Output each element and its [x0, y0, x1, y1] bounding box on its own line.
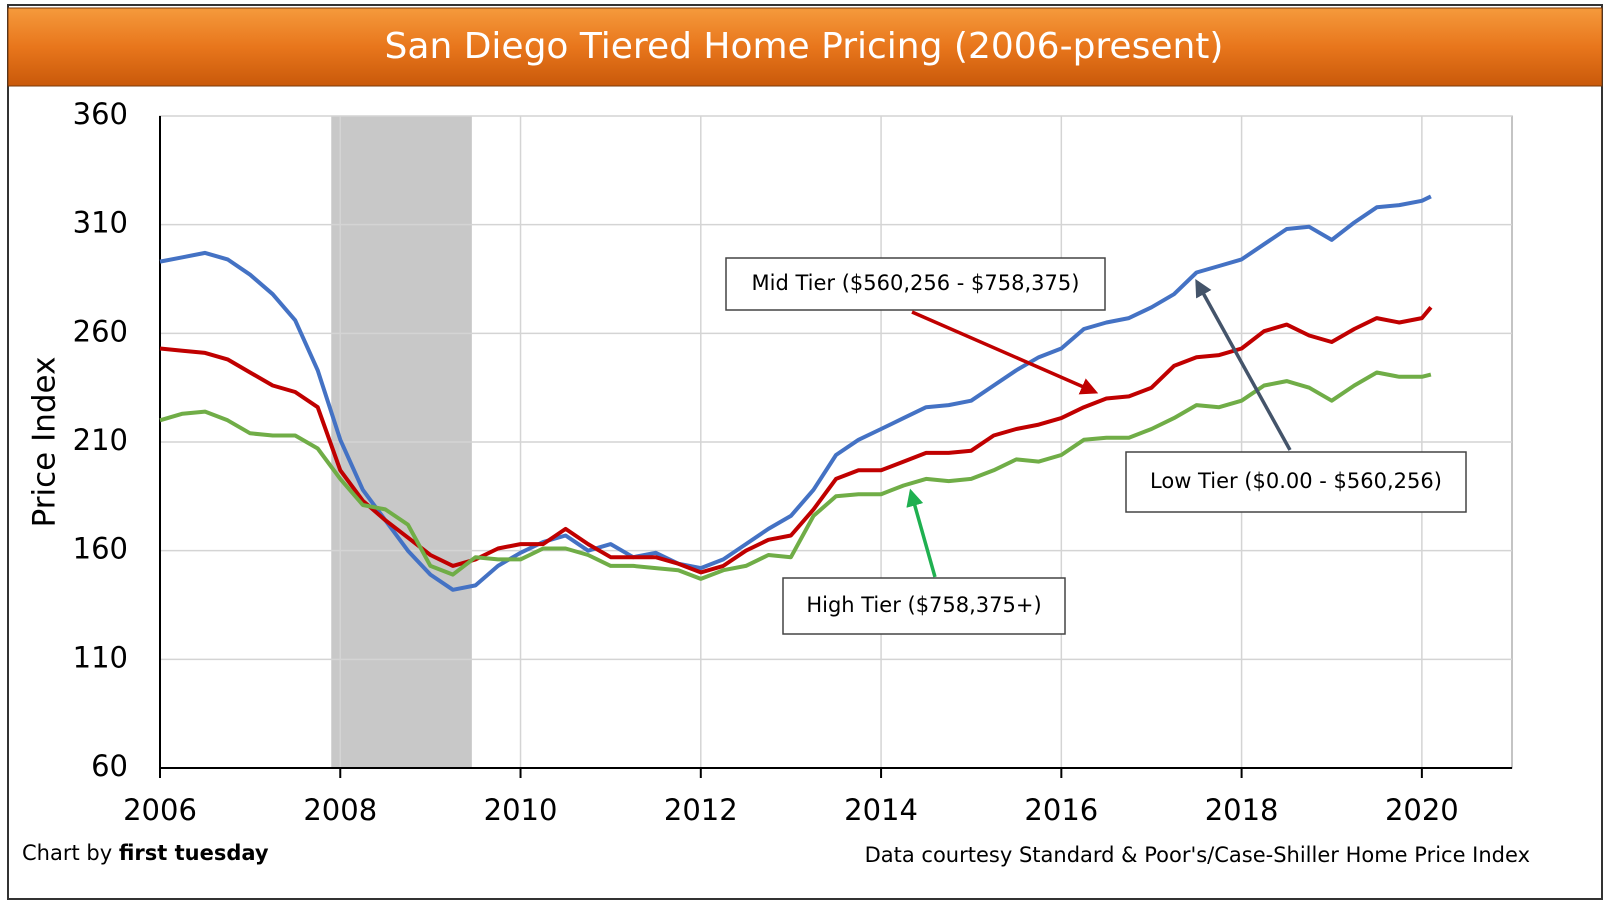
credit: Chart by first tuesday	[22, 841, 269, 865]
x-tick-label: 2008	[303, 793, 377, 827]
annotation-arrow	[1195, 278, 1292, 451]
series-line	[159, 194, 1432, 592]
annotation-text: Mid Tier ($560,256 - $758,375)	[752, 271, 1080, 295]
x-tick-label: 2012	[664, 793, 738, 827]
y-tick-label: 360	[73, 97, 128, 131]
annotation-box	[725, 257, 1106, 311]
annotation-box	[782, 577, 1066, 635]
y-tick-label: 310	[73, 206, 128, 240]
chart-title: San Diego Tiered Home Pricing (2006-pres…	[385, 26, 1224, 67]
annotation-text: Low Tier ($0.00 - $560,256)	[1150, 469, 1442, 493]
y-tick-label: 160	[73, 532, 128, 566]
x-tick-label: 2016	[1024, 793, 1098, 827]
x-tick-label: 2020	[1385, 793, 1459, 827]
title-banner	[7, 7, 1603, 87]
annotation-arrow	[911, 310, 1099, 395]
y-tick-label: 260	[73, 314, 128, 348]
x-tick-label: 2018	[1205, 793, 1279, 827]
source-note: Data courtesy Standard & Poor's/Case-Shi…	[865, 843, 1530, 867]
series-line	[159, 306, 1433, 575]
annotation-box	[1125, 451, 1467, 513]
y-tick-label: 110	[73, 640, 128, 674]
frame	[7, 4, 1603, 900]
y-tick-label: 210	[73, 423, 128, 457]
x-tick-label: 2006	[123, 793, 197, 827]
annotation-text: High Tier ($758,375+)	[806, 593, 1041, 617]
x-tick-label: 2010	[484, 793, 558, 827]
x-tick-label: 2014	[844, 793, 918, 827]
credit-name: first tuesday	[119, 841, 269, 865]
y-tick-label: 60	[91, 749, 128, 783]
series-line	[159, 370, 1432, 581]
y-axis-label: Price Index	[27, 357, 63, 528]
annotation-arrow	[906, 488, 937, 578]
credit-prefix: Chart by	[22, 841, 112, 865]
